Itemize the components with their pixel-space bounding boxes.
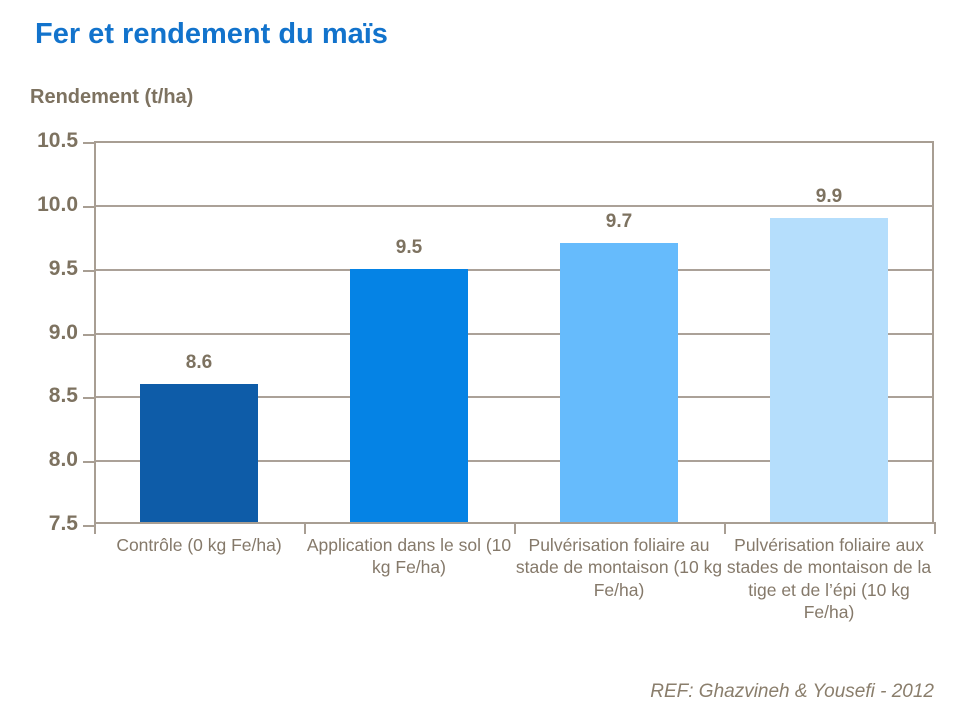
y-tick-label: 10.0 — [37, 192, 78, 216]
x-axis-tick-mark — [514, 522, 516, 534]
category-label-4: Pulvérisation foliaire aux stades de mon… — [726, 535, 932, 623]
bar-1 — [140, 383, 258, 522]
gridline — [96, 396, 932, 399]
gridline — [96, 460, 932, 463]
y-axis-tick-mark — [83, 269, 94, 272]
y-tick-label: 8.0 — [48, 448, 78, 472]
y-axis-tick-mark — [83, 525, 94, 527]
x-axis-tick-mark — [724, 522, 726, 534]
bar-value-label: 9.9 — [815, 185, 843, 207]
y-tick-label: 8.5 — [48, 384, 78, 408]
y-axis-tick-mark — [83, 461, 94, 464]
y-tick-label: 10.5 — [37, 129, 78, 152]
bar-4 — [770, 217, 888, 522]
y-axis-tick-mark — [83, 397, 94, 400]
gridline — [96, 332, 932, 335]
x-axis-tick-mark — [304, 522, 306, 534]
bar-value-label: 8.6 — [185, 351, 213, 373]
gridline — [96, 204, 932, 207]
plot-area: 8.6 9.5 9.7 9.9 — [83, 141, 936, 534]
category-label-3: Pulvérisation foliaire au stade de monta… — [515, 535, 723, 600]
x-axis-tick-mark — [94, 522, 96, 534]
x-axis-tick-mark — [934, 522, 936, 534]
bar-value-label: 9.7 — [605, 211, 633, 233]
y-axis-tick-mark — [83, 142, 94, 144]
bar-2 — [350, 268, 468, 522]
y-tick-label: 9.5 — [48, 256, 78, 280]
y-axis-tick-mark — [83, 205, 94, 208]
chart-title: Fer et rendement du maïs — [35, 18, 388, 50]
bar-value-label: 9.5 — [395, 236, 423, 258]
y-tick-label: 7.5 — [48, 512, 78, 535]
y-axis-tick-mark — [83, 333, 94, 336]
bar-3 — [560, 243, 678, 522]
y-axis-title: Rendement (t/ha) — [30, 86, 194, 108]
reference-text: REF: Ghazvineh & Yousefi - 2012 — [650, 681, 934, 702]
category-label-1: Contrôle (0 kg Fe/ha) — [116, 535, 282, 555]
y-tick-label: 9.0 — [48, 320, 78, 344]
gridline — [96, 268, 932, 271]
category-label-2: Application dans le sol (10 kg Fe/ha) — [306, 535, 512, 578]
